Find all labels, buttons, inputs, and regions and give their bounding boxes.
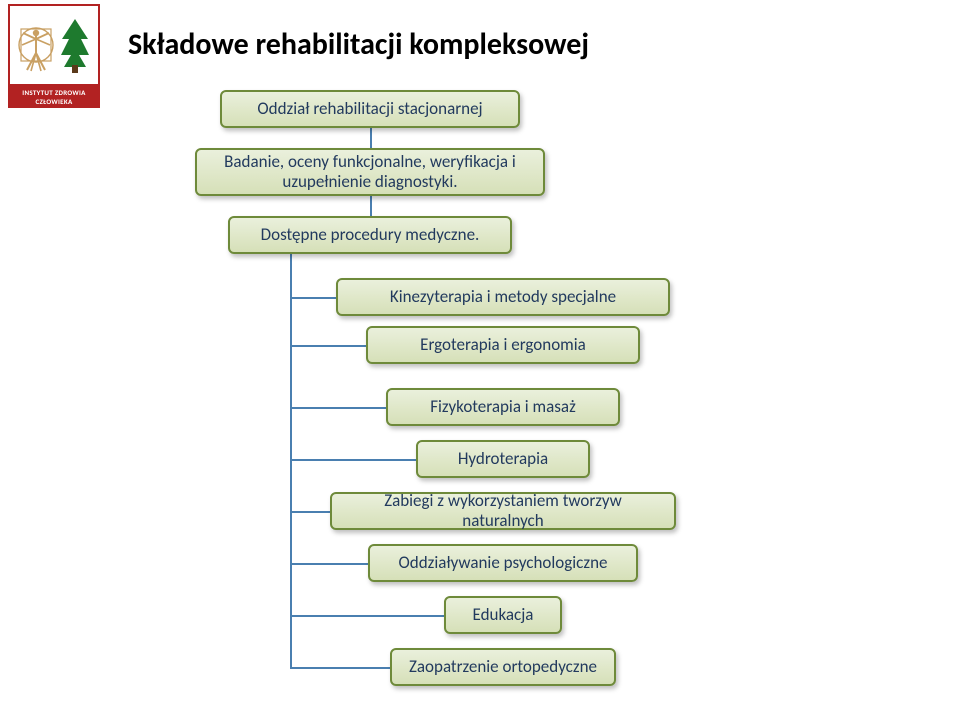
logo-text: INSTYTUT ZDROWIA CZŁOWIEKA <box>8 86 100 108</box>
connector-horizontal <box>290 297 336 299</box>
diagram-node-n3: Dostępne procedury medyczne. <box>228 216 512 254</box>
diagram-node-n8: Zabiegi z wykorzystaniem tworzyw natural… <box>330 492 676 530</box>
diagram-node-n2: Badanie, oceny funkcjonalne, weryfikacja… <box>195 148 545 196</box>
connector-horizontal <box>290 511 330 513</box>
diagram-node-n5: Ergoterapia i ergonomia <box>366 326 640 364</box>
diagram-node-n1: Oddział rehabilitacji stacjonarnej <box>220 90 520 128</box>
connector-vertical <box>370 128 372 148</box>
diagram-node-n6: Fizykoterapia i masaż <box>386 388 620 426</box>
diagram-node-n11: Zaopatrzenie ortopedyczne <box>390 648 616 686</box>
connector-vertical <box>370 196 372 216</box>
page-title: Składowe rehabilitacji kompleksowej <box>128 26 589 63</box>
vitruvian-icon <box>18 15 54 75</box>
diagram-node-n10: Edukacja <box>444 596 562 634</box>
connector-horizontal <box>290 667 390 669</box>
tree-icon <box>60 15 90 75</box>
connector-horizontal <box>290 345 366 347</box>
logo-graphic <box>8 4 100 86</box>
connector-horizontal <box>290 459 416 461</box>
connector-horizontal <box>290 615 444 617</box>
diagram-node-n4: Kinezyterapia i metody specjalne <box>336 278 670 316</box>
diagram-node-n7: Hydroterapia <box>416 440 590 478</box>
connector-horizontal <box>290 563 368 565</box>
connector-horizontal <box>290 407 386 409</box>
diagram-node-n9: Oddziaływanie psychologiczne <box>368 544 638 582</box>
institute-logo: INSTYTUT ZDROWIA CZŁOWIEKA <box>8 4 100 108</box>
